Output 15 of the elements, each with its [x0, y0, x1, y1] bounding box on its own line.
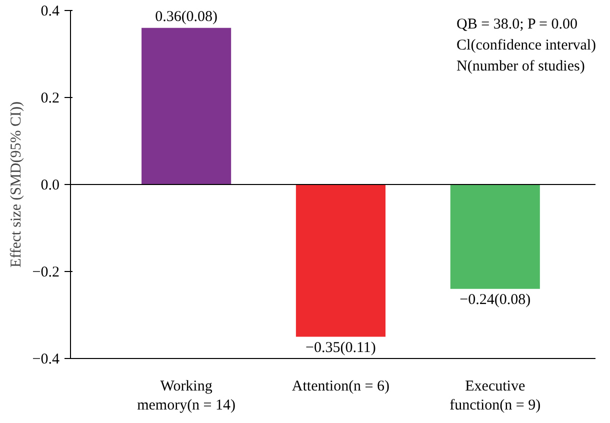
y-tick-label: 0.0 — [40, 178, 60, 194]
y-tick-label: 0.2 — [40, 90, 60, 106]
annotation: QB = 38.0; P = 0.00 — [456, 16, 578, 32]
x-tick-label: Working memory(n = 14) — [137, 378, 236, 414]
x-tick-label: Executive function(n = 9) — [450, 378, 541, 414]
data-label: −0.24(0.08) — [460, 292, 531, 308]
y-tick-label: −0.2 — [32, 264, 60, 280]
y-tick-label: −0.4 — [32, 352, 60, 368]
y-tick-label: 0.4 — [40, 4, 60, 20]
x-tick-label: Attention(n = 6) — [292, 378, 390, 394]
y-axis-title: Effect size (SMD(95% CI)) — [8, 102, 24, 268]
data-label: −0.35(0.11) — [306, 340, 376, 356]
annotation: Cl(confidence interval) — [456, 38, 596, 54]
data-label: 0.36(0.08) — [155, 8, 218, 25]
annotation: N(number of studies) — [456, 58, 585, 74]
